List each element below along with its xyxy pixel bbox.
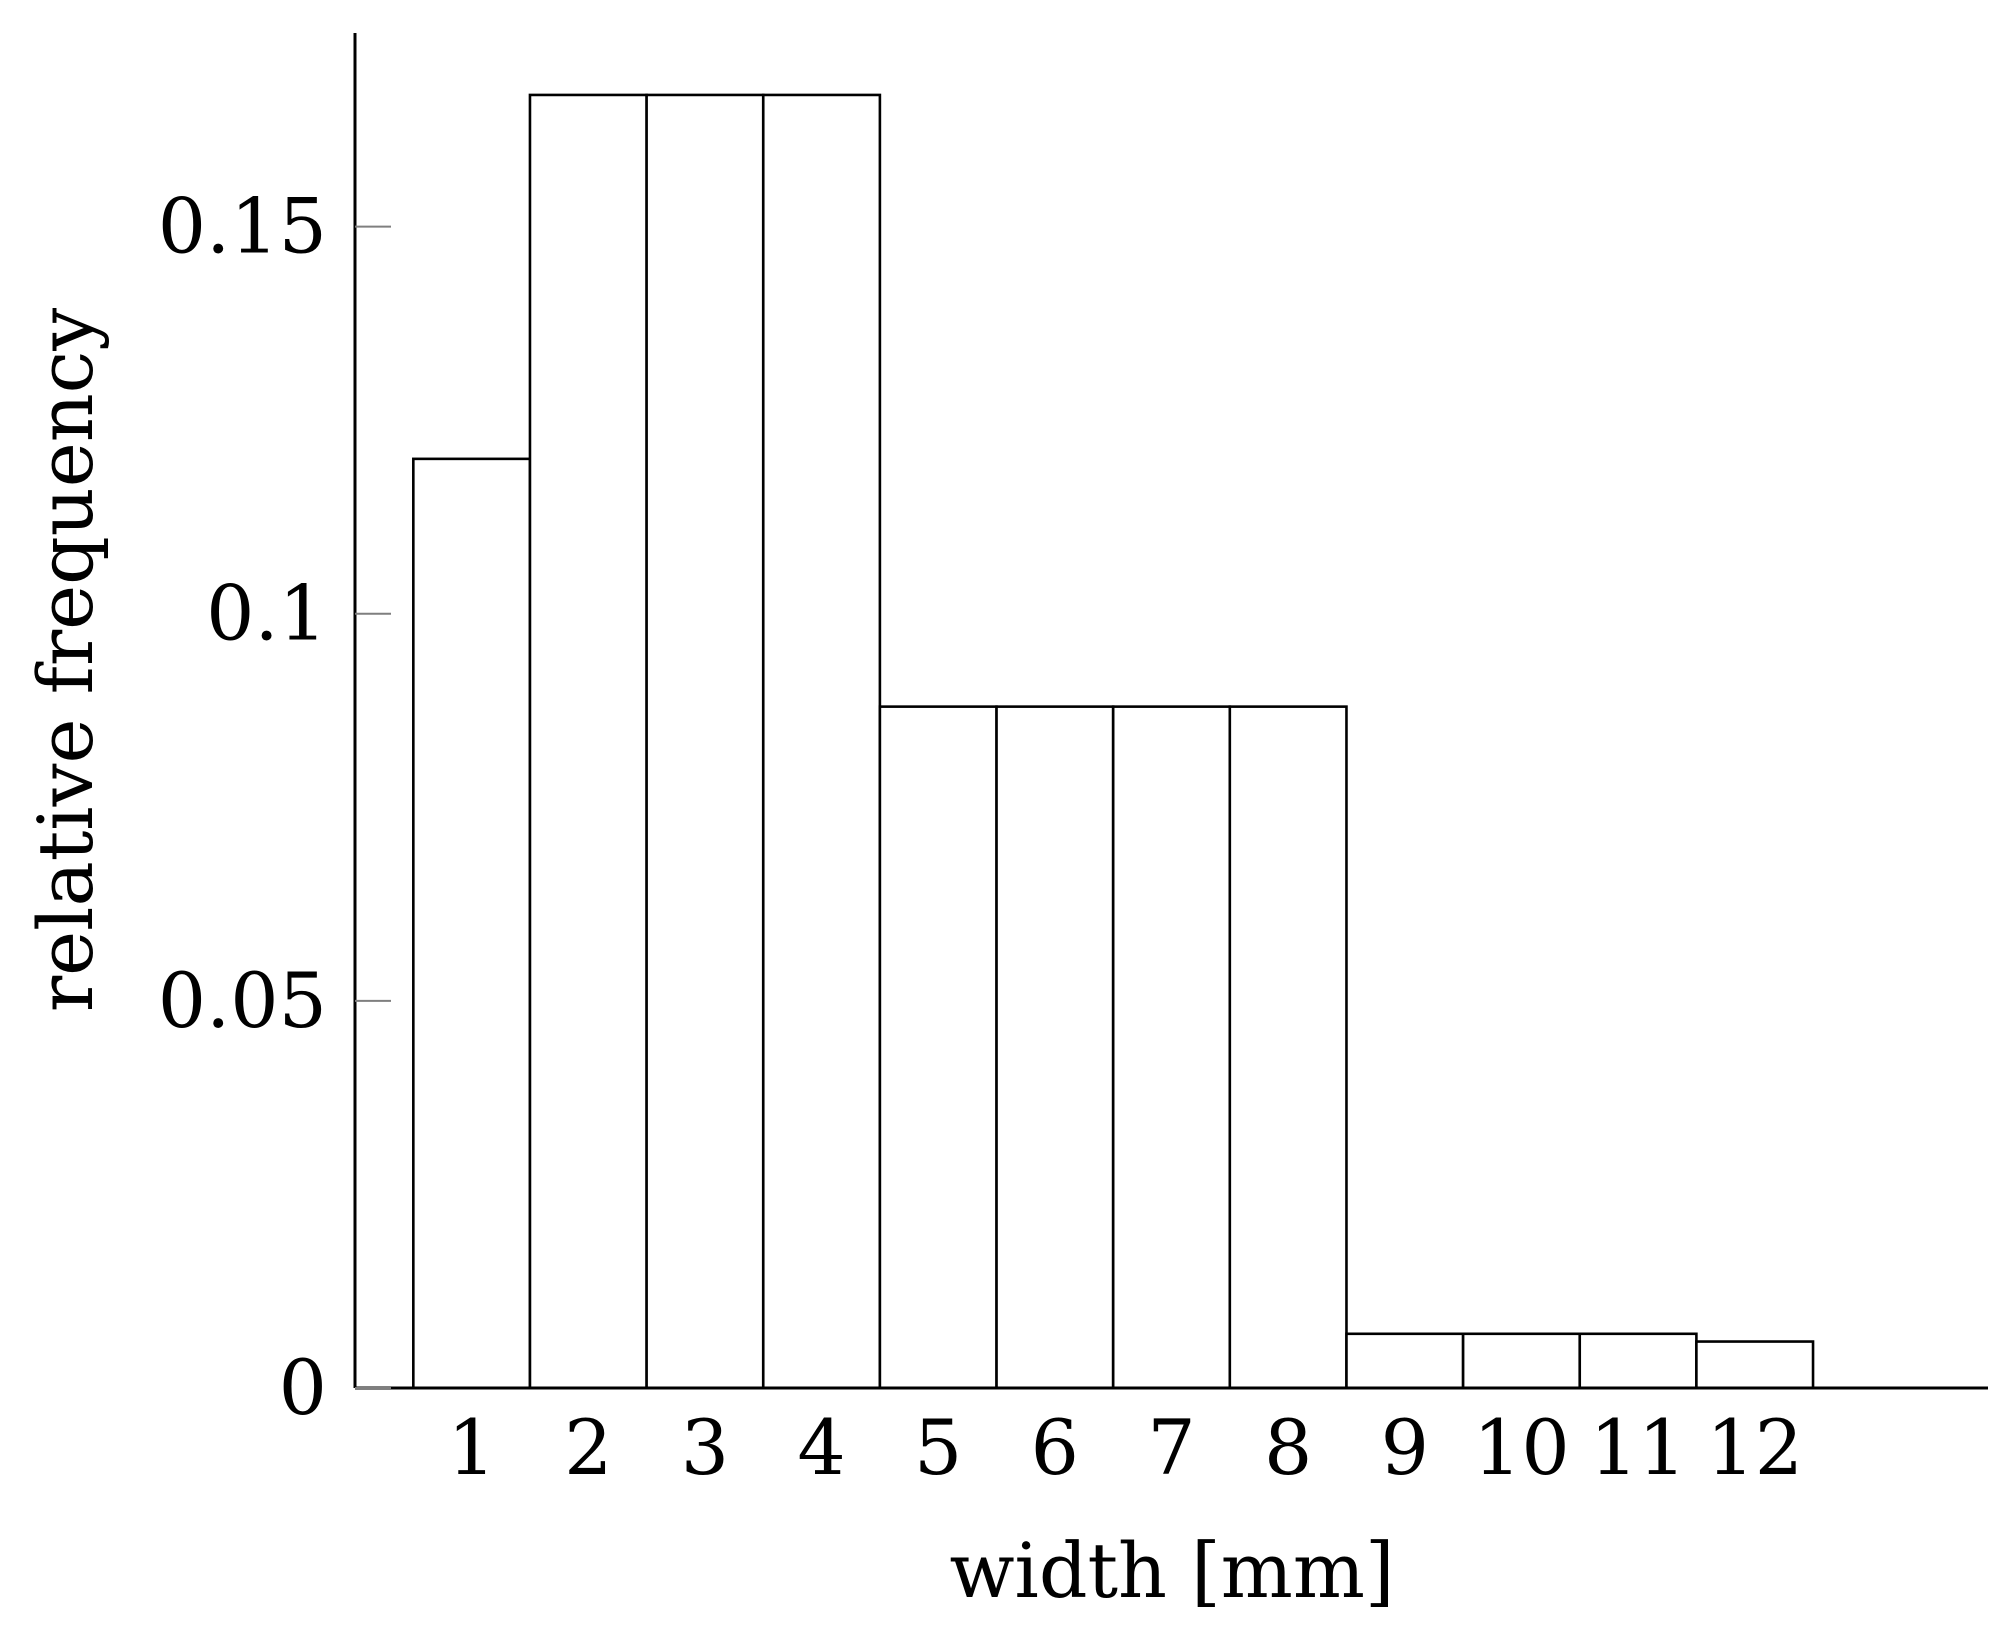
x-axis-label: width [mm]: [949, 1526, 1394, 1615]
bar-4: [761, 93, 882, 1390]
x-tick-label: 2: [564, 1403, 612, 1492]
bar-10: [1461, 1332, 1582, 1390]
x-tick-label: 5: [914, 1403, 962, 1492]
bar-1: [412, 457, 532, 1390]
x-tick-label: 12: [1706, 1403, 1803, 1492]
y-tick-label: 0.05: [158, 956, 327, 1045]
y-axis-label: relative frequency: [21, 308, 110, 1012]
x-tick-label: 8: [1264, 1403, 1312, 1492]
bar-5: [878, 705, 998, 1390]
axes-layer: [353, 33, 1988, 1390]
x-tick-label: 9: [1381, 1403, 1429, 1492]
y-ticks-layer: 0 0.05 0.1 0.15: [158, 182, 391, 1432]
bar-6: [995, 705, 1115, 1390]
x-tick-label: 11: [1590, 1403, 1687, 1492]
bar-8: [1228, 705, 1348, 1390]
x-tick-label: 6: [1031, 1403, 1079, 1492]
bar-2: [528, 93, 648, 1390]
x-tick-label: 7: [1147, 1403, 1195, 1492]
bar-9: [1345, 1332, 1465, 1390]
bar-7: [1111, 705, 1232, 1390]
y-tick-label: 0: [279, 1343, 327, 1432]
x-tick-label: 1: [447, 1403, 495, 1492]
y-tick-label: 0.1: [206, 569, 327, 658]
x-tick-label: 4: [797, 1403, 845, 1492]
x-ticks-layer: 1 2 3 4 5 6 7 8 9 10 11 12: [447, 1403, 1803, 1492]
y-tick-label: 0.15: [158, 182, 327, 271]
bar-12: [1695, 1340, 1815, 1390]
bar-11: [1578, 1332, 1698, 1390]
x-tick-label: 3: [681, 1403, 729, 1492]
bars-layer: [412, 93, 1815, 1390]
x-tick-label: 10: [1473, 1403, 1570, 1492]
bar-3: [645, 93, 765, 1390]
